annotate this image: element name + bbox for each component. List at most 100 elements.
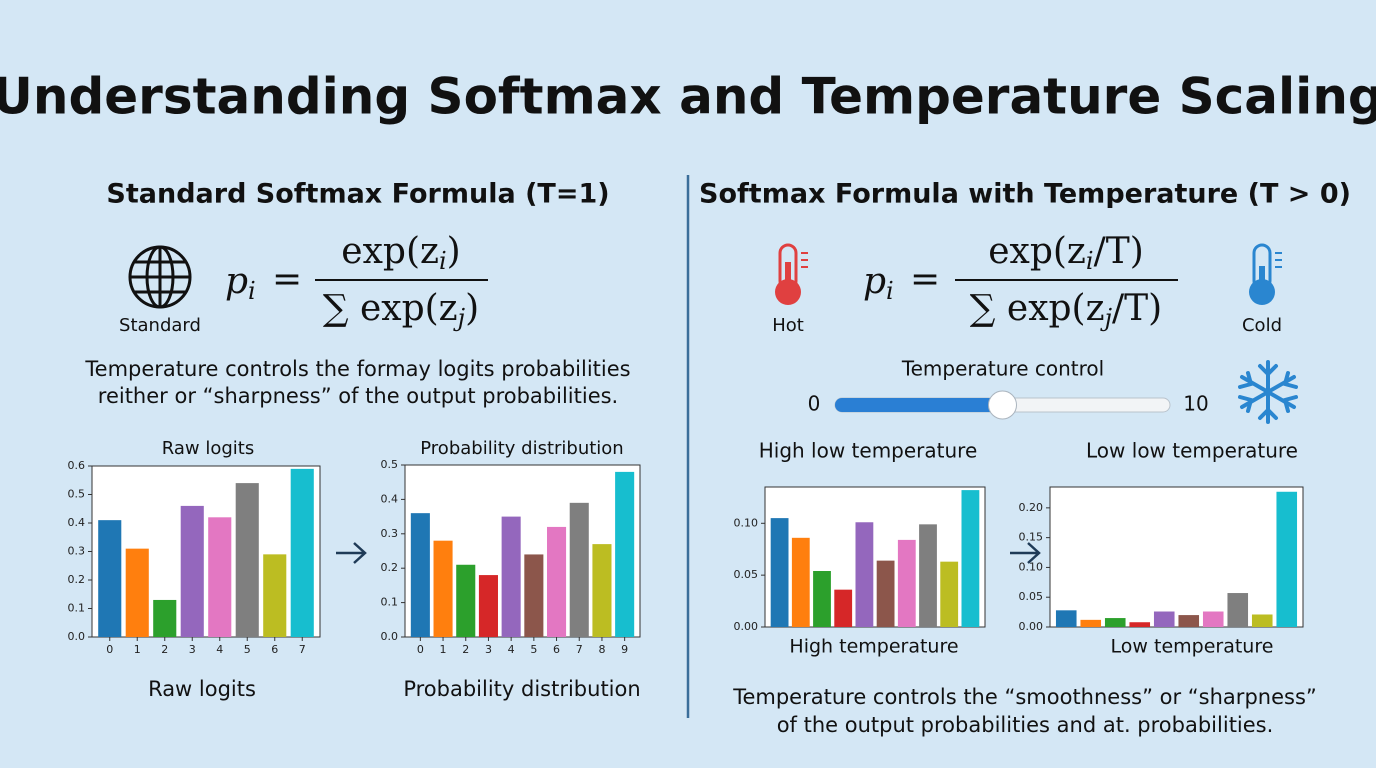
description: reither or “sharpness” of the output pro… [98, 384, 618, 408]
x-tick-label: 2 [462, 643, 469, 656]
y-tick-label: 0.4 [381, 492, 399, 505]
bar [897, 539, 916, 627]
bar [478, 575, 498, 637]
bar [98, 520, 122, 637]
chart-title: High low temperature [759, 439, 978, 463]
globe-icon [128, 245, 192, 309]
bar [547, 526, 567, 637]
bar [919, 524, 937, 627]
slider-fill [835, 398, 1003, 412]
bar [125, 548, 149, 637]
bar [940, 561, 959, 627]
formula-denominator: ∑ exp(zj) [323, 288, 479, 332]
y-tick-label: 0.6 [68, 459, 86, 472]
y-tick-label: 0.3 [381, 527, 399, 540]
bar [1104, 618, 1126, 627]
bar [433, 540, 453, 637]
y-tick-label: 0.0 [68, 630, 86, 643]
bar [524, 554, 544, 637]
x-tick-label: 7 [576, 643, 583, 656]
x-tick-label: 5 [530, 643, 537, 656]
arrow [1010, 542, 1041, 564]
x-tick-label: 2 [161, 643, 168, 656]
y-tick-label: 0.1 [381, 596, 399, 609]
bar [615, 471, 635, 637]
bar [1153, 611, 1175, 627]
x-tick-label: 6 [553, 643, 560, 656]
slider-label: Temperature control [901, 357, 1104, 381]
y-tick-label: 0.00 [734, 620, 759, 633]
bar [263, 554, 287, 637]
bar [290, 468, 314, 637]
right-heading: Softmax Formula with Temperature (T > 0) [699, 179, 1351, 210]
bar [153, 599, 177, 637]
y-tick-label: 0.05 [1019, 590, 1044, 603]
slider-max: 10 [1183, 392, 1208, 416]
y-tick-label: 0.15 [1019, 531, 1044, 544]
hot-label: Hot [772, 315, 804, 336]
bar [1055, 610, 1077, 627]
slider-thumb[interactable] [988, 390, 1017, 420]
caption: Probability distribution [403, 677, 640, 701]
formula-numerator: exp(zi) [341, 231, 460, 275]
arrow [336, 542, 367, 564]
description: Temperature controls the formay logits p… [84, 357, 630, 381]
slider-min: 0 [808, 392, 821, 416]
bar [876, 560, 895, 627]
y-tick-label: 0.10 [734, 516, 759, 529]
bar [1227, 593, 1249, 627]
cold-thermometer-icon [1249, 243, 1282, 305]
bar [1080, 619, 1102, 627]
chart-title: Low low temperature [1086, 439, 1298, 463]
y-tick-label: 0.2 [381, 561, 399, 574]
x-tick-label: 1 [440, 643, 447, 656]
bar [855, 522, 874, 627]
caption: Low temperature [1111, 636, 1274, 658]
bar [180, 505, 204, 637]
bar [813, 571, 831, 627]
x-tick-label: 4 [216, 643, 223, 656]
formula-eq: = [272, 259, 302, 300]
page-title: Understanding Softmax and Temperature Sc… [0, 68, 1376, 126]
formula-eq: = [910, 259, 940, 300]
icon-label: Standard [119, 315, 201, 336]
formula: pi = exp(zi) ∑ exp(zj) [225, 231, 488, 332]
y-tick-label: 0.4 [68, 516, 86, 529]
bar [410, 513, 430, 637]
y-tick-label: 0.05 [734, 568, 759, 581]
y-tick-label: 0.1 [68, 602, 86, 615]
y-tick-label: 0.00 [1019, 620, 1044, 633]
y-tick-label: 0.5 [381, 458, 399, 471]
bar [1178, 615, 1200, 627]
description: Temperature controls the “smoothness” or… [732, 685, 1317, 709]
chart-title: Raw logits [162, 438, 254, 459]
x-tick-label: 7 [299, 643, 306, 656]
bar [1251, 614, 1273, 627]
y-tick-label: 0.2 [68, 573, 86, 586]
x-tick-label: 5 [244, 643, 251, 656]
x-tick-label: 3 [189, 643, 196, 656]
x-tick-label: 3 [485, 643, 492, 656]
bar [961, 490, 980, 627]
formula-lhs: pi [225, 261, 256, 305]
bar [791, 537, 810, 627]
bar [1202, 611, 1224, 627]
plot-area [1049, 486, 1304, 628]
bar [208, 517, 232, 637]
left-heading: Standard Softmax Formula (T=1) [106, 179, 609, 210]
x-tick-label: 1 [134, 643, 141, 656]
bar [770, 518, 789, 627]
x-tick-label: 8 [598, 643, 605, 656]
y-tick-label: 0.10 [1019, 560, 1044, 573]
bar [1276, 491, 1298, 627]
x-tick-label: 6 [271, 643, 278, 656]
bar [834, 589, 853, 627]
description: of the output probabilities and at. prob… [777, 713, 1274, 737]
bar [569, 502, 589, 637]
x-tick-label: 9 [621, 643, 628, 656]
bar [1129, 622, 1151, 627]
x-tick-label: 0 [106, 643, 113, 656]
y-tick-label: 0.20 [1019, 501, 1044, 514]
formula-lhs: pi [863, 261, 894, 305]
bar [456, 564, 476, 637]
